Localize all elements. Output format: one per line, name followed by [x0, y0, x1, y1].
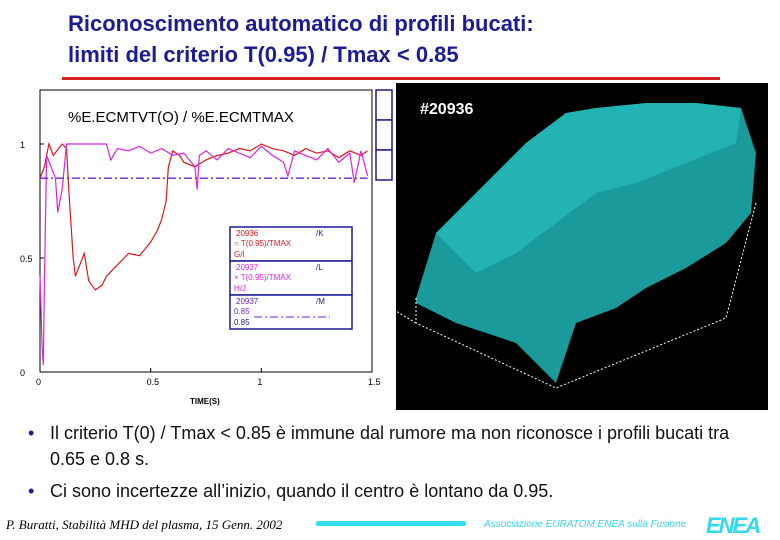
- plot-frame: [39, 89, 373, 373]
- surface-plot: #20936: [395, 83, 768, 410]
- y-tick-label: 1: [20, 140, 25, 150]
- surface-3d-image: [395, 103, 757, 389]
- legend-tag: /K: [316, 229, 324, 238]
- legend-tag: /M: [316, 297, 325, 306]
- side-legend-box: [375, 89, 393, 121]
- side-legend-box: [375, 119, 393, 151]
- legend-box: [229, 294, 353, 330]
- chart-title: %E.ECMTVT(O) / %E.ECMTMAX: [68, 109, 294, 126]
- legend-shot: 20937: [236, 297, 259, 306]
- y-tick-label: 0.5: [20, 254, 33, 264]
- legend-code: 0.85: [234, 318, 250, 327]
- slide-title: Riconoscimento automatico di profili buc…: [68, 8, 534, 70]
- legend-label: × T(0.95)/TMAX: [234, 273, 292, 282]
- series-line-20936: [39, 141, 368, 291]
- x-tick-label: 1: [257, 377, 262, 387]
- title-line-2: limiti del criterio T(0.95) / Tmax < 0.8…: [68, 42, 459, 67]
- x-tick-label: 0.5: [147, 377, 160, 387]
- legend-code: G/I: [234, 250, 245, 259]
- x-tick-label: 0: [36, 377, 41, 387]
- legend-code: H/J: [234, 284, 246, 293]
- bullet-item: Il criterio T(0) / Tmax < 0.85 è immune …: [28, 420, 748, 472]
- x-tick-label: 1.5: [368, 377, 381, 387]
- legend-label: 0.85: [234, 307, 250, 316]
- association-text: Associazione EURATOM ENEA sulla Fusione: [484, 519, 687, 530]
- shot-number-label: #20936: [420, 101, 474, 118]
- legend-box: [229, 260, 353, 296]
- side-legend-box: [375, 149, 393, 181]
- footer-bar: [316, 521, 466, 526]
- footer-text: P. Buratti, Stabilità MHD del plasma, 15…: [6, 517, 283, 532]
- enea-logo: ENEA: [706, 513, 761, 538]
- legend-tag: /L: [316, 263, 323, 272]
- title-divider: [62, 77, 720, 80]
- legend-label: ○ T(0.95)/TMAX: [234, 239, 292, 248]
- title-line-1: Riconoscimento automatico di profili buc…: [68, 11, 534, 36]
- bullet-item: Ci sono incertezze all’inizio, quando il…: [28, 478, 748, 504]
- legend-box: [229, 226, 353, 262]
- legend-shot: 20937: [236, 263, 259, 272]
- y-tick-label: 0: [20, 368, 25, 378]
- x-axis-label: TIME(S): [190, 397, 220, 406]
- legend-shot: 20936: [236, 229, 259, 238]
- line-chart: 0 0.5 1 1.5 0 0.5 1 TIME(S) %E.ECMTVT(O) / %E.EC…: [20, 89, 393, 406]
- bullet-list: Il criterio T(0) / Tmax < 0.85 è immune …: [28, 420, 748, 510]
